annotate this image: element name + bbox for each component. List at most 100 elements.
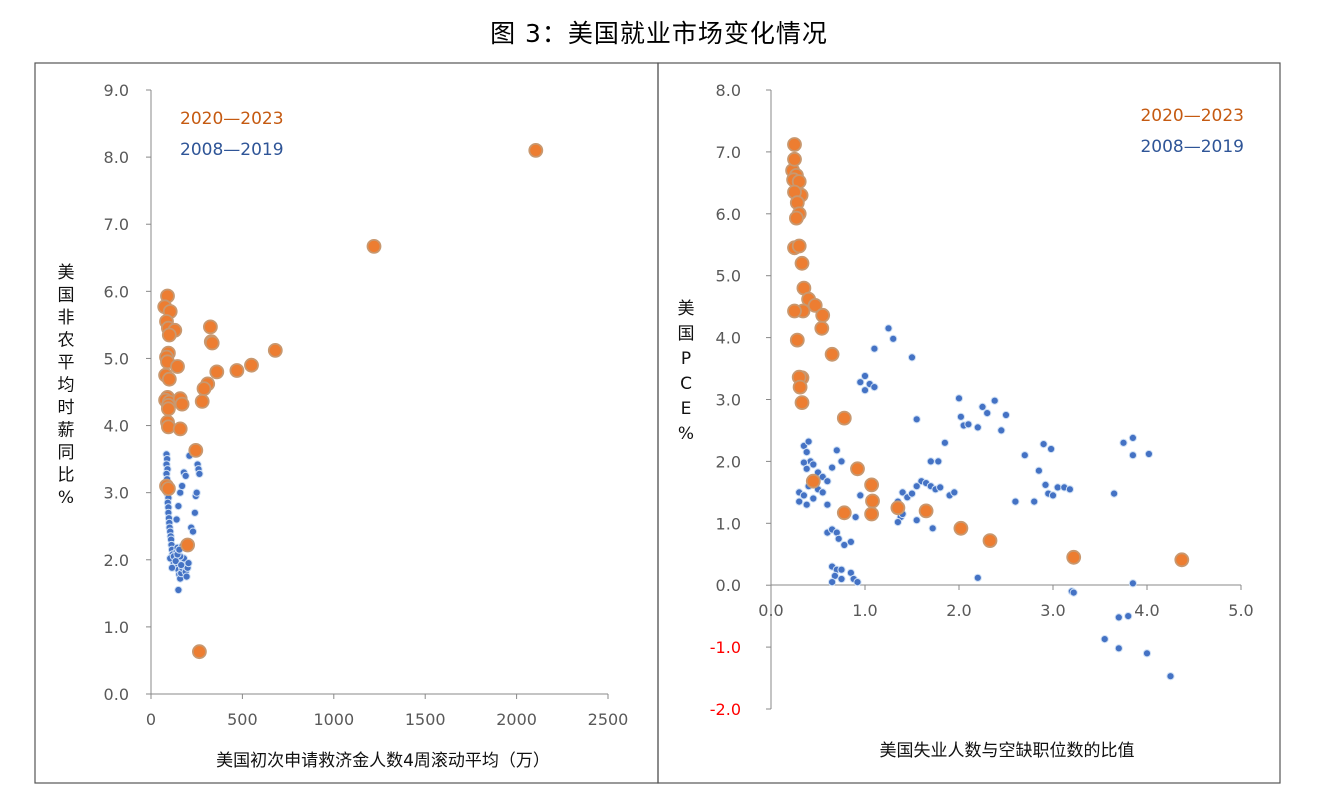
right-point-2008-2019 [1128, 451, 1138, 460]
left-point-2008-2019 [181, 471, 190, 480]
right-y-tick-label: 5.0 [716, 267, 741, 286]
right-point-2008-2019 [860, 386, 870, 395]
left-point-2008-2019 [190, 508, 199, 517]
right-point-2008-2019 [818, 488, 827, 497]
right-point-2020-2023 [865, 493, 880, 509]
right-point-2008-2019 [870, 344, 879, 353]
left-point-2020-2023 [161, 371, 177, 387]
y-axis-label-char: 国 [678, 324, 695, 344]
left-point-2008-2019 [184, 559, 193, 568]
right-point-2008-2019 [907, 489, 917, 498]
right-point-2008-2019 [940, 438, 950, 447]
left-x-tick-label: 1500 [405, 710, 446, 729]
right-point-2008-2019 [837, 565, 846, 574]
right-point-2008-2019 [1048, 491, 1058, 500]
left-x-tick-label: 2000 [496, 710, 537, 729]
left-y-tick-label: 5.0 [104, 349, 129, 368]
right-point-2008-2019 [1034, 466, 1044, 475]
y-axis-label-char: 同 [58, 443, 75, 463]
right-point-2008-2019 [840, 540, 849, 550]
left-x-axis-label: 美国初次申请救济金人数4周滚动平均（万） [216, 751, 550, 771]
right-point-2008-2019 [846, 537, 856, 547]
y-axis-label-char: 薪 [58, 421, 75, 441]
left-point-2020-2023 [161, 327, 177, 343]
right-chart-frame [657, 62, 1281, 784]
left-y-tick-label: 9.0 [104, 81, 129, 100]
left-point-2020-2023 [202, 319, 218, 335]
right-point-2008-2019 [973, 573, 982, 582]
right-point-2020-2023 [787, 151, 802, 167]
right-point-2008-2019 [856, 378, 865, 387]
right-point-2020-2023 [890, 500, 906, 516]
left-y-tick-label: 6.0 [104, 282, 129, 301]
left-point-2008-2019 [177, 561, 186, 570]
right-point-2008-2019 [898, 488, 907, 497]
y-axis-label-char: 平 [58, 353, 75, 373]
right-point-2008-2019 [837, 457, 846, 466]
y-axis-label-char: P [681, 349, 691, 369]
right-point-2008-2019 [1128, 579, 1138, 588]
left-point-2020-2023 [188, 442, 204, 458]
right-point-2008-2019 [832, 446, 841, 455]
left-point-2020-2023 [229, 363, 245, 378]
right-y-tick-label: 7.0 [716, 143, 741, 162]
right-y-tick-label: 6.0 [716, 205, 741, 224]
right-y-tick-label: 2.0 [716, 452, 741, 471]
right-y-tick-label: -2.0 [710, 700, 741, 719]
right-x-tick-label: 2.0 [946, 601, 971, 620]
right-point-2020-2023 [794, 255, 810, 271]
y-axis-label-char: 均 [58, 376, 75, 396]
right-point-2020-2023 [836, 410, 852, 426]
right-point-2008-2019 [856, 491, 865, 500]
left-x-tick-label: 0 [146, 710, 156, 729]
right-y-tick-label: 3.0 [716, 391, 741, 410]
right-point-2020-2023 [815, 307, 831, 323]
left-point-2020-2023 [160, 419, 176, 435]
right-point-2008-2019 [954, 394, 964, 403]
left-point-2020-2023 [209, 364, 225, 380]
left-point-2008-2019 [195, 469, 204, 478]
y-axis-label-char: 美 [678, 299, 695, 319]
left-point-2020-2023 [172, 421, 188, 437]
right-point-2008-2019 [823, 500, 832, 509]
left-y-tick-label: 8.0 [104, 148, 129, 167]
right-point-2008-2019 [804, 437, 813, 446]
left-y-tick-label: 4.0 [104, 417, 129, 436]
right-point-2008-2019 [1114, 644, 1123, 653]
right-point-2008-2019 [1144, 449, 1154, 459]
left-y-tick-label: 1.0 [104, 618, 129, 637]
left-point-2020-2023 [170, 359, 185, 374]
right-point-2008-2019 [912, 516, 921, 525]
right-point-2020-2023 [814, 320, 830, 336]
right-point-2008-2019 [1128, 433, 1138, 442]
y-axis-label-char: E [681, 399, 692, 419]
right-point-2020-2023 [789, 210, 804, 226]
right-x-tick-label: 4.0 [1134, 601, 1159, 620]
right-point-2008-2019 [893, 518, 903, 527]
right-point-2008-2019 [809, 494, 818, 503]
right-point-2008-2019 [828, 578, 837, 587]
right-y-tick-label: 1.0 [716, 514, 741, 533]
right-y-tick-label: -1.0 [710, 638, 741, 657]
right-point-2008-2019 [928, 524, 937, 533]
right-point-2020-2023 [789, 332, 805, 348]
left-point-2020-2023 [180, 537, 196, 553]
right-point-2008-2019 [912, 415, 921, 424]
right-point-2020-2023 [918, 503, 934, 519]
right-point-2008-2019 [1114, 613, 1123, 622]
right-point-2008-2019 [1011, 497, 1020, 506]
right-point-2008-2019 [964, 420, 973, 429]
right-point-2008-2019 [837, 574, 846, 584]
right-point-2008-2019 [802, 464, 811, 473]
right-point-2020-2023 [864, 506, 879, 522]
y-axis-label-char: % [678, 424, 694, 444]
right-point-2008-2019 [823, 477, 832, 486]
left-point-2020-2023 [194, 393, 210, 409]
right-legend-2020-2023: 2020—2023 [1140, 106, 1244, 126]
right-point-2020-2023 [807, 297, 823, 313]
y-axis-label-char: 农 [58, 331, 75, 351]
right-point-2008-2019 [1100, 635, 1109, 644]
left-point-2020-2023 [160, 401, 176, 417]
